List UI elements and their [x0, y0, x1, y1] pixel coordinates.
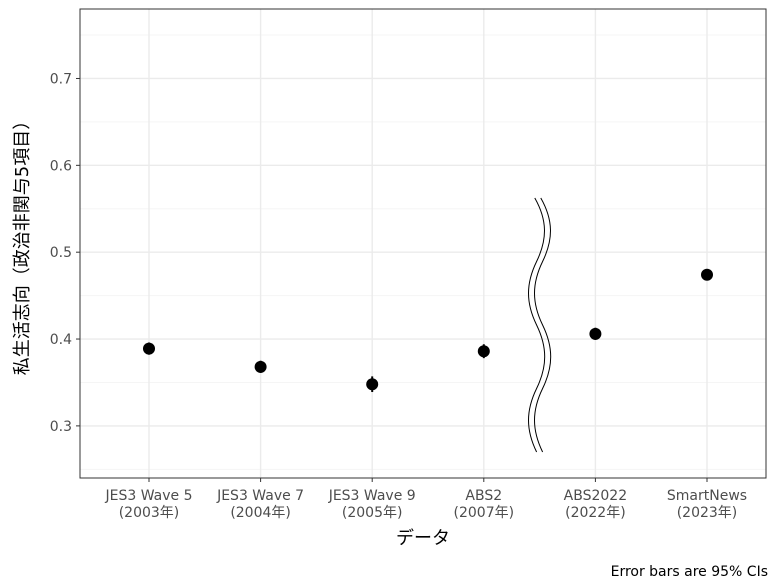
y-tick-label: 0.7	[50, 71, 72, 87]
x-tick-label: ABS2 (2007年)	[454, 488, 515, 521]
x-tick-label: JES3 Wave 9 (2005年)	[328, 488, 416, 521]
x-tick-label: ABS2022 (2022年)	[564, 488, 627, 521]
x-axis-ticks: JES3 Wave 5 (2003年) JES3 Wave 7 (2004年) JES3…	[104, 478, 747, 521]
data-point	[254, 360, 267, 373]
data-points	[143, 268, 713, 391]
data-point	[701, 268, 713, 281]
x-tick-label: JES3 Wave 5 (2003年)	[104, 488, 192, 521]
data-point	[589, 327, 602, 340]
panel-border	[79, 8, 767, 479]
y-tick-label: 0.4	[50, 332, 72, 348]
axis-break-mark	[528, 197, 552, 453]
error-bars	[148, 270, 708, 393]
x-axis-title: データ	[396, 528, 450, 549]
axis-break-line	[528, 197, 546, 453]
data-point	[477, 345, 490, 358]
data-point	[366, 378, 379, 391]
x-tick-label: SmartNews (2023年)	[667, 488, 747, 521]
y-tick-label: 0.6	[50, 158, 72, 174]
y-axis-title: 私生活志向（政治非関与5項目）	[12, 112, 33, 375]
y-tick-label: 0.3	[50, 419, 72, 435]
x-tick-label: JES3 Wave 7 (2004年)	[216, 488, 304, 521]
axis-break-line	[534, 197, 552, 453]
major-gridlines	[80, 9, 766, 478]
caption: Error bars are 95% CIs	[611, 564, 768, 580]
minor-gridlines	[80, 34, 766, 470]
y-axis-ticks: 0.3 0.4 0.5 0.6 0.7	[50, 71, 80, 435]
y-tick-label: 0.5	[50, 245, 72, 261]
data-point	[143, 342, 155, 355]
